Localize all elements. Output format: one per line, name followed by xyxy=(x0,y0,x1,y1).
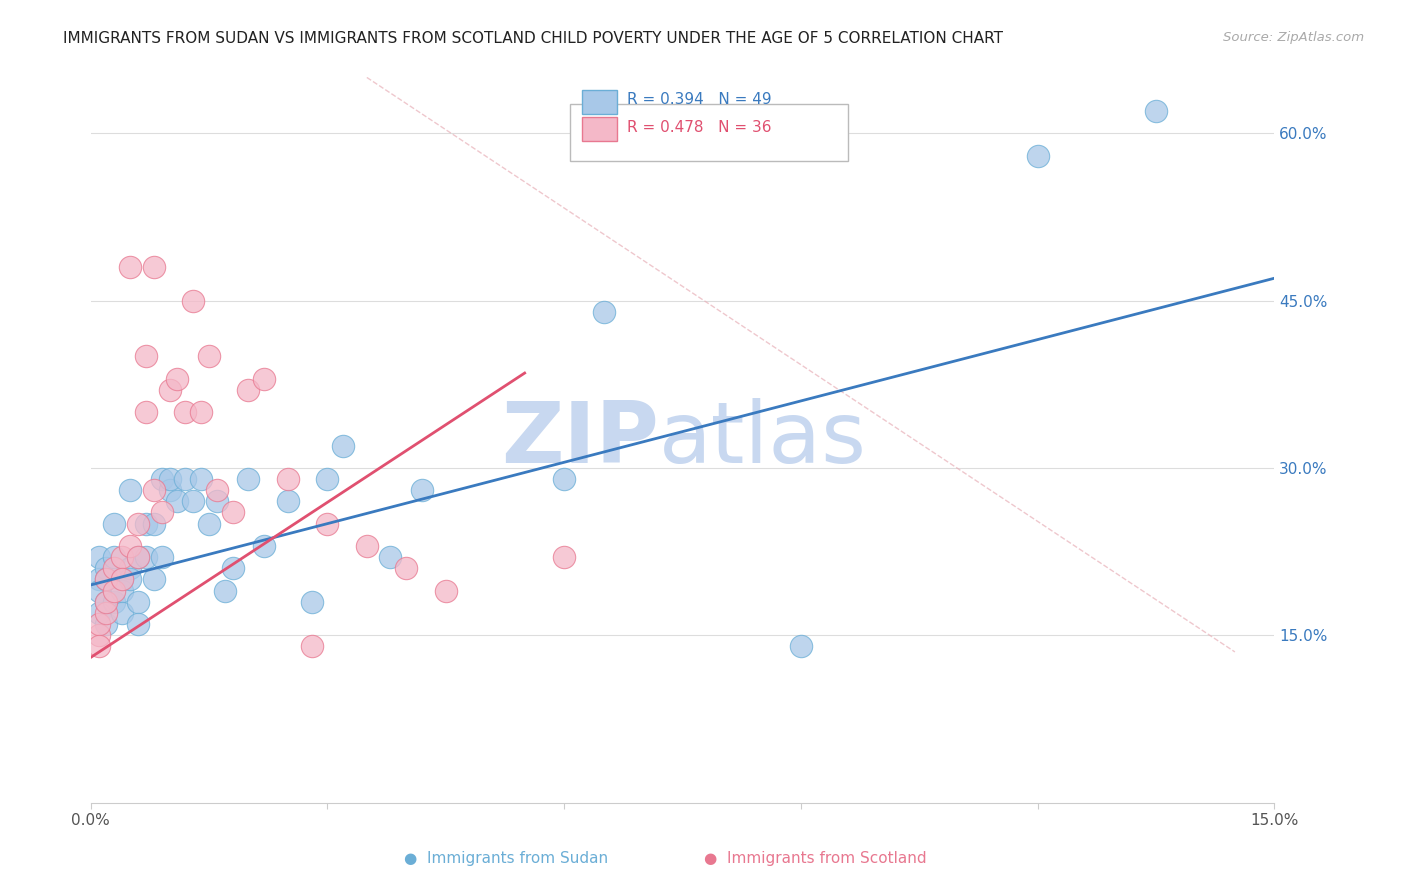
Point xyxy=(135,516,157,531)
Point xyxy=(96,617,118,632)
Point xyxy=(96,595,118,609)
Point xyxy=(120,483,142,498)
Point xyxy=(1144,103,1167,118)
Point xyxy=(205,483,228,498)
Point xyxy=(96,606,118,620)
Point xyxy=(198,516,221,531)
Point xyxy=(190,405,212,419)
Point xyxy=(111,573,134,587)
Point xyxy=(127,550,149,565)
Point xyxy=(380,550,402,565)
Point xyxy=(103,516,125,531)
Point xyxy=(190,472,212,486)
Point xyxy=(181,293,204,308)
Point xyxy=(332,439,354,453)
Point xyxy=(135,349,157,363)
Point xyxy=(111,550,134,565)
Text: R = 0.478   N = 36: R = 0.478 N = 36 xyxy=(627,120,772,135)
Point xyxy=(174,405,197,419)
Point xyxy=(120,573,142,587)
Point xyxy=(238,472,260,486)
Point xyxy=(142,260,165,274)
FancyBboxPatch shape xyxy=(569,104,848,161)
Point xyxy=(96,561,118,575)
Point xyxy=(87,606,110,620)
FancyBboxPatch shape xyxy=(582,118,617,141)
Point xyxy=(111,606,134,620)
Point xyxy=(87,640,110,654)
Point xyxy=(221,506,243,520)
Point xyxy=(87,550,110,565)
Point xyxy=(238,383,260,397)
Point xyxy=(159,483,181,498)
Point xyxy=(434,583,457,598)
Point xyxy=(159,383,181,397)
Point xyxy=(790,640,813,654)
Text: ZIP: ZIP xyxy=(501,399,659,482)
Point xyxy=(181,494,204,508)
Point xyxy=(553,550,575,565)
Point xyxy=(174,472,197,486)
Point xyxy=(166,371,188,385)
Text: IMMIGRANTS FROM SUDAN VS IMMIGRANTS FROM SCOTLAND CHILD POVERTY UNDER THE AGE OF: IMMIGRANTS FROM SUDAN VS IMMIGRANTS FROM… xyxy=(63,31,1004,46)
Point xyxy=(103,583,125,598)
Point xyxy=(127,595,149,609)
Point xyxy=(87,628,110,642)
Point xyxy=(87,583,110,598)
Point xyxy=(277,494,299,508)
Point xyxy=(356,539,378,553)
Point xyxy=(103,550,125,565)
Point xyxy=(592,304,614,318)
Point xyxy=(142,573,165,587)
Point xyxy=(135,550,157,565)
Point xyxy=(103,595,125,609)
Point xyxy=(316,516,339,531)
Text: ●  Immigrants from Sudan: ● Immigrants from Sudan xyxy=(404,851,609,865)
Text: R = 0.394   N = 49: R = 0.394 N = 49 xyxy=(627,92,772,107)
Point xyxy=(277,472,299,486)
Point xyxy=(120,561,142,575)
Point xyxy=(1026,148,1049,162)
Point xyxy=(150,506,173,520)
Point xyxy=(120,260,142,274)
Text: atlas: atlas xyxy=(659,399,868,482)
Text: Source: ZipAtlas.com: Source: ZipAtlas.com xyxy=(1223,31,1364,45)
Point xyxy=(411,483,433,498)
Point xyxy=(253,371,276,385)
Point xyxy=(150,550,173,565)
Point xyxy=(96,595,118,609)
Point xyxy=(166,494,188,508)
Point xyxy=(198,349,221,363)
Point xyxy=(96,573,118,587)
Point xyxy=(301,640,323,654)
Point xyxy=(553,472,575,486)
Point xyxy=(96,573,118,587)
Point xyxy=(253,539,276,553)
FancyBboxPatch shape xyxy=(582,90,617,113)
Point xyxy=(159,472,181,486)
Point xyxy=(142,483,165,498)
Point xyxy=(87,617,110,632)
Point xyxy=(142,516,165,531)
Text: ●  Immigrants from Scotland: ● Immigrants from Scotland xyxy=(704,851,927,865)
Point xyxy=(135,405,157,419)
Point xyxy=(127,516,149,531)
Point xyxy=(127,550,149,565)
Point xyxy=(395,561,418,575)
Point xyxy=(301,595,323,609)
Point xyxy=(127,617,149,632)
Point xyxy=(316,472,339,486)
Point xyxy=(205,494,228,508)
Point xyxy=(221,561,243,575)
Point xyxy=(103,561,125,575)
Point xyxy=(120,539,142,553)
Point xyxy=(87,573,110,587)
Point xyxy=(111,573,134,587)
Point xyxy=(111,583,134,598)
Point xyxy=(214,583,236,598)
Point xyxy=(150,472,173,486)
